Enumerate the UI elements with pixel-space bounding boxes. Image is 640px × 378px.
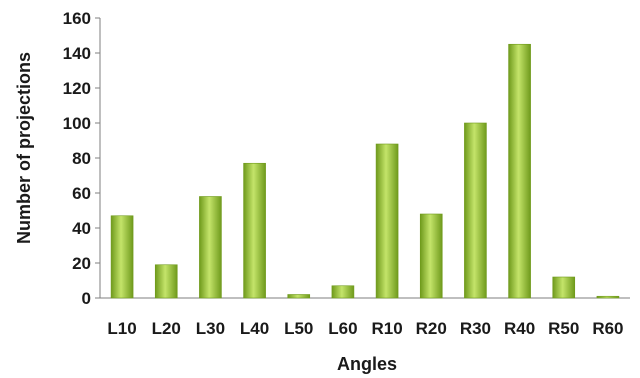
- bar-R30: [464, 122, 487, 299]
- x-tick-label-R20: R20: [416, 319, 447, 338]
- x-tick-label-R60: R60: [592, 319, 623, 338]
- bar-R50: [552, 276, 576, 299]
- y-tick-label: 80: [72, 149, 91, 168]
- bar-L50: [287, 294, 311, 299]
- bar-L40: [243, 162, 266, 299]
- bar-L60: [331, 285, 355, 299]
- x-tick-label-R40: R40: [504, 319, 535, 338]
- x-tick-label-L20: L20: [152, 319, 181, 338]
- y-tick-label: 160: [63, 9, 91, 28]
- x-tick-label-L60: L60: [328, 319, 357, 338]
- plot-area: 0 20 40 60 80 100 120 140 160 L10 L20 L30 L40 L50 L60 R…: [63, 9, 630, 338]
- y-tick-label: 20: [72, 254, 91, 273]
- y-tick-label: 120: [63, 79, 91, 98]
- x-tick-label-L10: L10: [107, 319, 136, 338]
- y-tick-label: 60: [72, 184, 91, 203]
- x-tick-label-R10: R10: [371, 319, 402, 338]
- x-axis-title: Angles: [337, 354, 397, 374]
- bar-R10: [375, 143, 399, 299]
- y-tick-label: 140: [63, 44, 91, 63]
- bar-L30: [199, 196, 222, 299]
- bar-R60: [596, 295, 620, 299]
- y-tick-label: 0: [82, 289, 91, 308]
- y-tick-label: 100: [63, 114, 91, 133]
- bar-L10: [110, 215, 134, 299]
- bar-R40: [508, 43, 531, 299]
- y-axis-title: Number of projections: [14, 52, 34, 244]
- bar-R20: [419, 213, 443, 299]
- y-tick-label: 40: [72, 219, 91, 238]
- x-tick-label-L50: L50: [284, 319, 313, 338]
- bar-L20: [154, 264, 178, 299]
- x-tick-label-R50: R50: [548, 319, 579, 338]
- x-tick-label-R30: R30: [460, 319, 491, 338]
- x-tick-label-L30: L30: [196, 319, 225, 338]
- x-tick-label-L40: L40: [240, 319, 269, 338]
